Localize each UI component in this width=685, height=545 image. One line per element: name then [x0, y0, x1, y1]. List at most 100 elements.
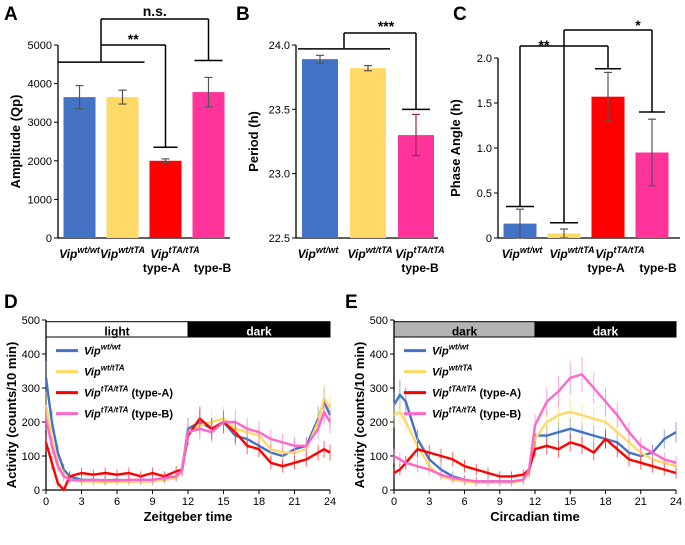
x-tick-label: 12 [529, 496, 541, 508]
category-sublabel: type-B [401, 261, 439, 275]
significance-marker: ** [128, 31, 139, 47]
y-tick-label: 200 [370, 417, 388, 429]
y-tick-label: 0 [382, 485, 388, 497]
y-tick-label: 3000 [28, 117, 52, 129]
y-tick-label: 500 [370, 315, 388, 327]
bar [63, 97, 96, 238]
y-tick-label: 23.5 [269, 104, 290, 116]
y-tick-label: 300 [22, 383, 40, 395]
chart-phase-angle: 0 0.5 1.0 1.5 2.0 Phase Angle (h) Vipwt/wt Vipw… [448, 17, 680, 275]
x-axis-label: Circadian time [490, 509, 580, 524]
series-line [44, 410, 332, 482]
category-sublabel: type-B [639, 261, 677, 275]
category-sublabel: type-B [194, 261, 232, 275]
significance-marker: n.s. [143, 3, 167, 19]
bar [350, 68, 386, 238]
x-tick-label: 18 [599, 496, 611, 508]
category-label: Vipwt/wt [59, 245, 101, 261]
y-tick-label: 400 [22, 349, 40, 361]
bar [106, 97, 139, 238]
x-tick-label: 6 [114, 496, 120, 508]
y-tick-label: 0.5 [477, 188, 492, 200]
panel-label-d: D [4, 292, 18, 313]
y-tick-label: 0 [34, 485, 40, 497]
category-label: Vipwt/tTA [549, 245, 594, 261]
y-axis-label: Activity (counts/10 min) [352, 342, 367, 489]
x-tick-label: 6 [461, 496, 467, 508]
x-tick-label: 18 [253, 496, 265, 508]
panel-label-b: B [236, 4, 250, 25]
legend-entry: Vipwt/tTA [84, 364, 125, 379]
category-label: Vipwt/tTA [100, 245, 145, 261]
y-tick-label: 5000 [28, 40, 52, 52]
y-tick-label: 100 [22, 451, 40, 463]
y-tick-label: 400 [370, 349, 388, 361]
x-tick-label: 24 [670, 496, 682, 508]
x-tick-label: 15 [564, 496, 576, 508]
phase-bar-label: dark [452, 325, 478, 339]
y-axis-label: Activity (counts/10 min) [4, 342, 19, 489]
y-tick-label: 2.0 [477, 53, 492, 65]
chart-activity-circadian: dark dark 0 100 200 300 400 500 0 3 6 9 12 15 18 21 24 Ci… [352, 315, 682, 524]
bar [302, 59, 338, 238]
legend-entry: ViptTA/tTA (type-A) [432, 385, 521, 400]
y-tick-label: 2000 [28, 156, 52, 168]
y-tick-label: 23.0 [269, 169, 290, 181]
category-sublabel: type-A [143, 261, 181, 275]
panel-label-c: C [453, 4, 467, 25]
y-tick-label: 22.5 [269, 233, 290, 245]
phase-bar-label: light [104, 325, 129, 339]
x-tick-label: 3 [78, 496, 84, 508]
y-axis-label: Phase Angle (h) [448, 99, 463, 197]
phase-bar-label: dark [593, 325, 619, 339]
y-tick-label: 0 [486, 233, 492, 245]
y-tick-label: 0 [46, 233, 52, 245]
category-label: ViptTA/tTA [395, 245, 444, 261]
significance-marker: *** [378, 18, 395, 34]
significance-marker: ** [539, 37, 550, 53]
legend-entry: Vipwt/wt [84, 343, 121, 358]
x-tick-label: 12 [182, 496, 194, 508]
x-tick-label: 24 [324, 496, 336, 508]
series-line [393, 373, 677, 483]
category-label: Vipwt/wt [298, 245, 340, 261]
x-tick-label: 3 [426, 496, 432, 508]
phase-bar [534, 321, 677, 338]
legend-entry: Vipwt/tTA [432, 364, 473, 379]
y-tick-label: 500 [22, 315, 40, 327]
y-axis-label: Amplitude (Qp) [8, 95, 23, 189]
chart-amplitude: 0 1000 2000 3000 4000 5000 Amplitude (Qp) Vipwt… [8, 3, 231, 275]
x-tick-label: 0 [391, 496, 397, 508]
y-tick-label: 100 [370, 451, 388, 463]
y-axis-label: Period (h) [246, 111, 261, 172]
x-tick-label: 15 [217, 496, 229, 508]
y-tick-label: 24.0 [269, 40, 290, 52]
y-tick-label: 1.0 [477, 143, 492, 155]
y-tick-label: 200 [22, 417, 40, 429]
legend-entry: Vipwt/wt [432, 343, 469, 358]
x-tick-label: 21 [635, 496, 647, 508]
panel-label-e: E [345, 292, 358, 313]
x-tick-label: 21 [288, 496, 300, 508]
y-tick-label: 1.5 [477, 98, 492, 110]
x-tick-label: 0 [43, 496, 49, 508]
panel-label-a: A [4, 4, 18, 25]
bar [192, 92, 225, 238]
x-tick-label: 9 [497, 496, 503, 508]
chart-period: 22.5 23.0 23.5 24.0 Period (h) Vipwt/wt Vipwt/… [246, 18, 445, 275]
x-axis-label: Zeitgeber time [144, 509, 233, 524]
category-sublabel: type-A [587, 261, 625, 275]
category-label: ViptTA/tTA [150, 245, 199, 261]
legend-entry: ViptTA/tTA (type-B) [84, 406, 173, 421]
category-label: ViptTA/tTA [595, 245, 644, 261]
x-tick-label: 9 [149, 496, 155, 508]
legend-entry: ViptTA/tTA (type-B) [432, 406, 521, 421]
phase-bar [187, 321, 331, 338]
bar [149, 160, 182, 238]
y-tick-label: 300 [370, 383, 388, 395]
chart-activity-zeitgeber: light dark 0 100 200 300 400 500 0 3 6 9 12 15 18 21 24 Z… [4, 315, 336, 524]
y-tick-label: 4000 [28, 79, 52, 91]
category-label: Vipwt/tTA [347, 245, 392, 261]
category-label: Vipwt/wt [502, 245, 544, 261]
